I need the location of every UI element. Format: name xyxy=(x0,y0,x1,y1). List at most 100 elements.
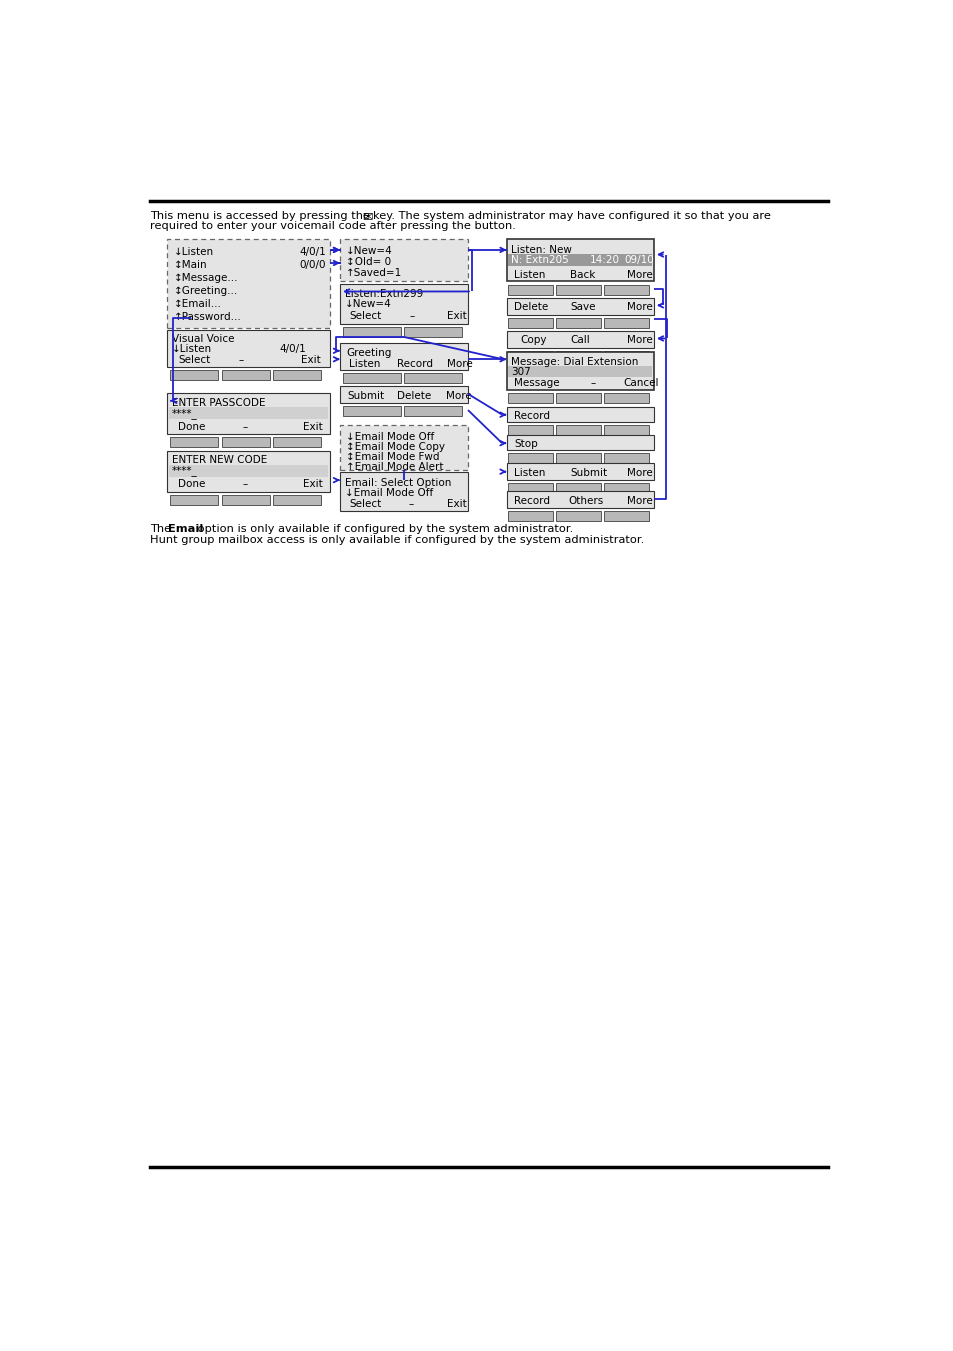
Text: ↓Email Mode Off: ↓Email Mode Off xyxy=(344,488,433,497)
Bar xyxy=(604,511,649,521)
Bar xyxy=(343,407,400,416)
Text: ↕Email Mode Fwd: ↕Email Mode Fwd xyxy=(346,451,439,462)
Text: –: – xyxy=(408,500,414,509)
Bar xyxy=(167,393,330,434)
Bar xyxy=(508,351,553,361)
Text: Listen: Listen xyxy=(514,270,545,280)
Bar xyxy=(556,351,600,361)
Text: ↕Greeting...: ↕Greeting... xyxy=(173,286,237,296)
Bar xyxy=(340,473,468,511)
Bar xyxy=(604,453,649,463)
Text: required to enter your voicemail code after pressing the button.: required to enter your voicemail code af… xyxy=(150,222,516,231)
Text: Call: Call xyxy=(570,335,590,346)
Text: ↑Password...: ↑Password... xyxy=(173,312,241,323)
Text: More: More xyxy=(626,303,652,312)
Bar xyxy=(508,484,553,493)
Text: –: – xyxy=(242,422,248,431)
Text: Others: Others xyxy=(568,496,603,505)
Bar xyxy=(604,484,649,493)
Text: –: – xyxy=(590,378,595,389)
Bar xyxy=(340,284,468,324)
Text: Delete: Delete xyxy=(397,390,432,401)
Bar xyxy=(506,435,654,450)
Bar xyxy=(604,393,649,403)
Text: Submit: Submit xyxy=(570,467,607,478)
Bar xyxy=(508,511,553,521)
Text: More: More xyxy=(626,467,652,478)
Bar xyxy=(221,494,270,505)
Text: More: More xyxy=(626,335,652,346)
Bar xyxy=(556,453,600,463)
Text: Email: Select Option: Email: Select Option xyxy=(344,478,451,488)
Text: 09/10: 09/10 xyxy=(624,254,654,265)
Text: Exit: Exit xyxy=(300,355,320,365)
Text: ↑Email Mode Alert: ↑Email Mode Alert xyxy=(346,462,443,471)
Text: –: – xyxy=(410,311,415,320)
Text: Listen: Listen xyxy=(514,467,545,478)
Bar xyxy=(508,393,553,403)
Text: ENTER PASSCODE: ENTER PASSCODE xyxy=(172,397,265,408)
Text: Listen: New: Listen: New xyxy=(511,245,572,254)
Text: N: Extn205: N: Extn205 xyxy=(511,254,569,265)
Bar xyxy=(506,239,654,281)
Bar xyxy=(171,370,218,380)
Text: Message: Message xyxy=(514,378,559,389)
Bar xyxy=(343,327,400,336)
Text: key. The system administrator may have configured it so that you are: key. The system administrator may have c… xyxy=(373,211,770,220)
Text: Delete: Delete xyxy=(514,303,548,312)
Text: Exit: Exit xyxy=(447,311,466,320)
Text: 4/0/1: 4/0/1 xyxy=(298,247,326,257)
Text: Message: Dial Extension: Message: Dial Extension xyxy=(511,357,639,367)
Text: Stop: Stop xyxy=(514,439,537,450)
Bar xyxy=(506,407,654,422)
Bar xyxy=(508,254,652,266)
Text: Exit: Exit xyxy=(303,480,322,489)
Text: Greeting: Greeting xyxy=(346,349,392,358)
Text: ENTER NEW CODE: ENTER NEW CODE xyxy=(172,455,267,466)
Bar xyxy=(404,327,461,336)
Bar xyxy=(221,370,270,380)
Bar xyxy=(340,343,468,370)
Bar xyxy=(506,351,654,390)
Text: Select: Select xyxy=(349,311,381,320)
Bar xyxy=(556,285,600,295)
Bar xyxy=(604,285,649,295)
Bar xyxy=(508,285,553,295)
Bar xyxy=(604,351,649,361)
Bar xyxy=(340,386,468,403)
Text: Cancel: Cancel xyxy=(622,378,658,389)
Text: –: – xyxy=(242,480,248,489)
Bar xyxy=(169,465,328,477)
Text: Select: Select xyxy=(178,355,211,365)
Text: This menu is accessed by pressing the: This menu is accessed by pressing the xyxy=(150,211,370,220)
Text: Submit: Submit xyxy=(348,390,385,401)
Text: ****_: ****_ xyxy=(172,466,197,477)
Text: 14:20: 14:20 xyxy=(589,254,619,265)
Text: ↕Old= 0: ↕Old= 0 xyxy=(346,257,391,267)
Text: ✉: ✉ xyxy=(362,211,373,224)
Bar xyxy=(508,366,652,377)
Text: Back: Back xyxy=(570,270,595,280)
Bar xyxy=(167,330,330,367)
Text: ↑Saved=1: ↑Saved=1 xyxy=(346,267,402,277)
Bar xyxy=(221,436,270,447)
Bar xyxy=(404,373,461,384)
Bar xyxy=(167,239,330,328)
Text: More: More xyxy=(447,359,473,369)
Bar xyxy=(340,239,468,281)
Text: Email: Email xyxy=(168,524,203,534)
Text: ↓New=4: ↓New=4 xyxy=(346,246,393,257)
Text: –: – xyxy=(238,355,244,365)
Text: Hunt group mailbox access is only available if configured by the system administ: Hunt group mailbox access is only availa… xyxy=(150,535,644,544)
Bar xyxy=(343,373,400,384)
Bar xyxy=(506,490,654,508)
Bar xyxy=(340,426,468,470)
Bar xyxy=(508,424,553,435)
Bar xyxy=(273,494,320,505)
Bar xyxy=(506,463,654,480)
Text: Record: Record xyxy=(514,411,550,420)
Text: The: The xyxy=(150,524,174,534)
Text: Done: Done xyxy=(178,480,205,489)
Text: More: More xyxy=(626,496,652,505)
Text: ↕Email Mode Copy: ↕Email Mode Copy xyxy=(346,442,445,451)
